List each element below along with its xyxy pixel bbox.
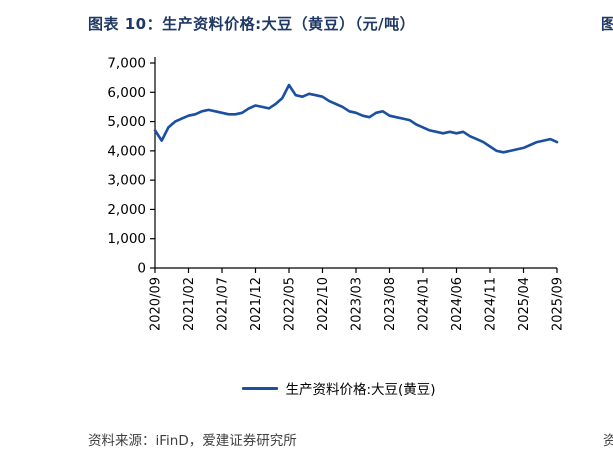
x-tick-label: 2021/12 [249, 277, 264, 331]
x-tick-label: 2021/07 [216, 277, 231, 331]
legend-line-marker [242, 386, 279, 390]
y-tick-label: 2,000 [107, 202, 146, 218]
y-tick-label: 3,000 [107, 173, 146, 189]
x-tick-label: 2024/06 [450, 277, 465, 331]
price-line [153, 83, 559, 154]
y-tick-label: 6,000 [107, 85, 146, 101]
y-tick-label: 7,000 [107, 56, 146, 72]
x-tick-label: 2023/03 [350, 277, 365, 331]
x-tick-label: 2022/10 [316, 277, 331, 331]
y-tick-label: 5,000 [107, 114, 146, 130]
x-tick-label: 2024/11 [484, 277, 499, 331]
chart-title: 图表 10：生产资料价格:大豆（黄豆）（元/吨） [88, 15, 416, 33]
clipped-adjacent-source-text: 资 [603, 433, 613, 449]
x-tick-label: 2022/05 [283, 277, 298, 331]
x-tick-label: 2023/08 [383, 277, 398, 331]
source-note: 资料来源：iFinD，爱建证券研究所 [88, 433, 297, 449]
x-tick-label: 2025/09 [551, 277, 566, 331]
clipped-adjacent-title-text: 图 [601, 15, 613, 33]
x-tick-label: 2025/04 [517, 277, 532, 331]
x-tick-label: 2024/01 [417, 277, 432, 331]
y-tick-label: 1,000 [107, 231, 146, 247]
legend-label: 生产资料价格:大豆(黄豆) [285, 382, 436, 398]
x-tick-label: 2021/02 [182, 277, 197, 331]
y-tick-label: 0 [137, 261, 146, 277]
y-tick-label: 4,000 [107, 143, 146, 159]
chart-legend: 生产资料价格:大豆(黄豆) [65, 378, 613, 398]
x-tick-label: 2020/09 [149, 277, 164, 331]
